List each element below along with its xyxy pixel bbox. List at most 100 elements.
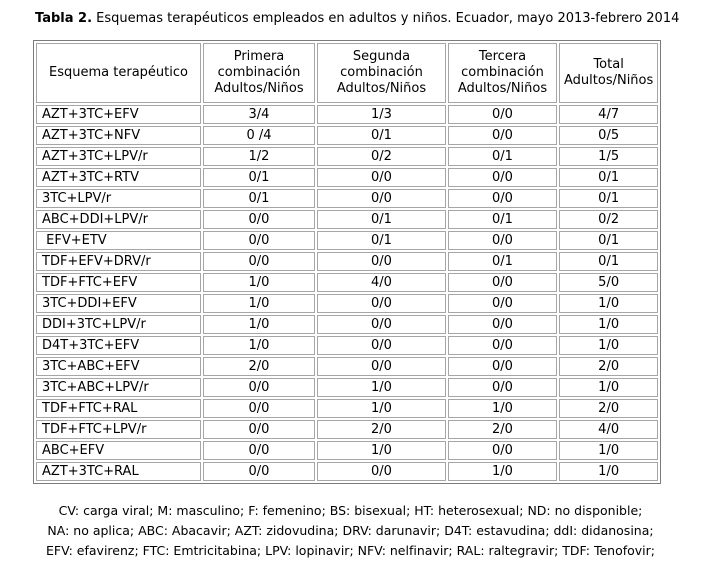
primera-cell: 2/0 [203,357,315,376]
document-page: Tabla 2. Esquemas terapéuticos empleados… [0,11,701,565]
table-caption-text: Esquemas terapéuticos empleados en adult… [96,11,680,26]
scheme-cell: TDF+FTC+EFV [36,273,201,292]
table-row: TDF+FTC+RAL 0/0 1/0 1/0 2/0 [36,399,659,418]
tercera-cell: 1/0 [448,462,557,481]
column-header-segunda: Segunda combinación Adultos/Niños [317,43,446,103]
total-cell: 4/7 [559,105,659,124]
header-row: Esquema terapéutico Primera combinación … [36,43,659,103]
total-cell: 1/0 [559,462,659,481]
table-row: AZT+3TC+RAL 0/0 0/0 1/0 1/0 [36,462,659,481]
total-cell: 5/0 [559,273,659,292]
segunda-cell: 0/2 [317,147,446,166]
table-row: AZT+3TC+RTV 0/1 0/0 0/0 0/1 [36,168,659,187]
primera-cell: 0/1 [203,189,315,208]
segunda-cell: 0/1 [317,210,446,229]
scheme-cell: 3TC+ABC+EFV [36,357,201,376]
scheme-cell: D4T+3TC+EFV [36,336,201,355]
scheme-cell: TDF+EFV+DRV/r [36,252,201,271]
segunda-cell: 0/0 [317,357,446,376]
table-row: 3TC+ABC+LPV/r 0/0 1/0 0/0 1/0 [36,378,659,397]
table-row: TDF+EFV+DRV/r 0/0 0/0 0/1 0/1 [36,252,659,271]
segunda-cell: 0/0 [317,168,446,187]
total-cell: 0/1 [559,231,659,250]
total-cell: 0/2 [559,210,659,229]
footnote-line: EFV: efavirenz; FTC: Emtricitabina; LPV:… [46,543,655,558]
segunda-cell: 0/0 [317,189,446,208]
therapeutic-schemes-table: Esquema terapéutico Primera combinación … [33,40,662,484]
total-cell: 1/5 [559,147,659,166]
scheme-cell: EFV+ETV [36,231,201,250]
table-row: AZT+3TC+EFV 3/4 1/3 0/0 4/7 [36,105,659,124]
scheme-cell: TDF+FTC+LPV/r [36,420,201,439]
total-cell: 4/0 [559,420,659,439]
primera-cell: 1/0 [203,315,315,334]
total-cell: 1/0 [559,441,659,460]
total-cell: 0/5 [559,126,659,145]
scheme-cell: AZT+3TC+RTV [36,168,201,187]
tercera-cell: 0/1 [448,252,557,271]
scheme-cell: AZT+3TC+LPV/r [36,147,201,166]
tercera-cell: 2/0 [448,420,557,439]
total-cell: 1/0 [559,378,659,397]
table-caption-label: Tabla 2. [35,11,93,26]
scheme-cell: AZT+3TC+EFV [36,105,201,124]
table-row: TDF+FTC+EFV 1/0 4/0 0/0 5/0 [36,273,659,292]
table-row: DDI+3TC+LPV/r 1/0 0/0 0/0 1/0 [36,315,659,334]
total-cell: 1/0 [559,294,659,313]
table-row: ABC+EFV 0/0 1/0 0/0 1/0 [36,441,659,460]
tercera-cell: 0/0 [448,357,557,376]
segunda-cell: 0/0 [317,336,446,355]
primera-cell: 1/0 [203,336,315,355]
table-row: 3TC+DDI+EFV 1/0 0/0 0/0 1/0 [36,294,659,313]
primera-cell: 0/0 [203,462,315,481]
tercera-cell: 0/0 [448,378,557,397]
primera-cell: 3/4 [203,105,315,124]
table-row: TDF+FTC+LPV/r 0/0 2/0 2/0 4/0 [36,420,659,439]
column-header-total: Total Adultos/Niños [559,43,659,103]
footnote-line: NA: no aplica; ABC: Abacavir; AZT: zidov… [47,523,654,538]
tercera-cell: 0/0 [448,273,557,292]
tercera-cell: 0/0 [448,315,557,334]
table-row: EFV+ETV 0/0 0/1 0/0 0/1 [36,231,659,250]
table-row: 3TC+ABC+EFV 2/0 0/0 0/0 2/0 [36,357,659,376]
scheme-cell: 3TC+LPV/r [36,189,201,208]
total-cell: 1/0 [559,315,659,334]
tercera-cell: 0/0 [448,126,557,145]
primera-cell: 0/0 [203,441,315,460]
primera-cell: 0/0 [203,210,315,229]
segunda-cell: 0/1 [317,231,446,250]
segunda-cell: 0/1 [317,126,446,145]
column-header-esquema: Esquema terapéutico [36,43,201,103]
total-cell: 0/1 [559,168,659,187]
primera-cell: 1/0 [203,273,315,292]
scheme-cell: 3TC+ABC+LPV/r [36,378,201,397]
table-row: AZT+3TC+NFV 0 /4 0/1 0/0 0/5 [36,126,659,145]
segunda-cell: 0/0 [317,294,446,313]
footnote-line: 3TC: lamivudina; /r: potenciado con rito… [209,563,491,565]
table-row: 3TC+LPV/r 0/1 0/0 0/0 0/1 [36,189,659,208]
total-cell: 1/0 [559,336,659,355]
table-row: ABC+DDI+LPV/r 0/0 0/1 0/1 0/2 [36,210,659,229]
tercera-cell: 0/0 [448,336,557,355]
primera-cell: 0/1 [203,168,315,187]
primera-cell: 0/0 [203,378,315,397]
tercera-cell: 0/0 [448,441,557,460]
segunda-cell: 1/3 [317,105,446,124]
scheme-cell: ABC+DDI+LPV/r [36,210,201,229]
total-cell: 2/0 [559,399,659,418]
total-cell: 2/0 [559,357,659,376]
footnote-line: CV: carga viral; M: masculino; F: femeni… [58,503,643,518]
scheme-cell: DDI+3TC+LPV/r [36,315,201,334]
primera-cell: 1/2 [203,147,315,166]
segunda-cell: 0/0 [317,252,446,271]
primera-cell: 0/0 [203,231,315,250]
segunda-cell: 1/0 [317,441,446,460]
scheme-cell: AZT+3TC+RAL [36,462,201,481]
table-row: D4T+3TC+EFV 1/0 0/0 0/0 1/0 [36,336,659,355]
tercera-cell: 1/0 [448,399,557,418]
tercera-cell: 0/1 [448,210,557,229]
primera-cell: 1/0 [203,294,315,313]
segunda-cell: 1/0 [317,399,446,418]
primera-cell: 0/0 [203,420,315,439]
segunda-cell: 1/0 [317,378,446,397]
